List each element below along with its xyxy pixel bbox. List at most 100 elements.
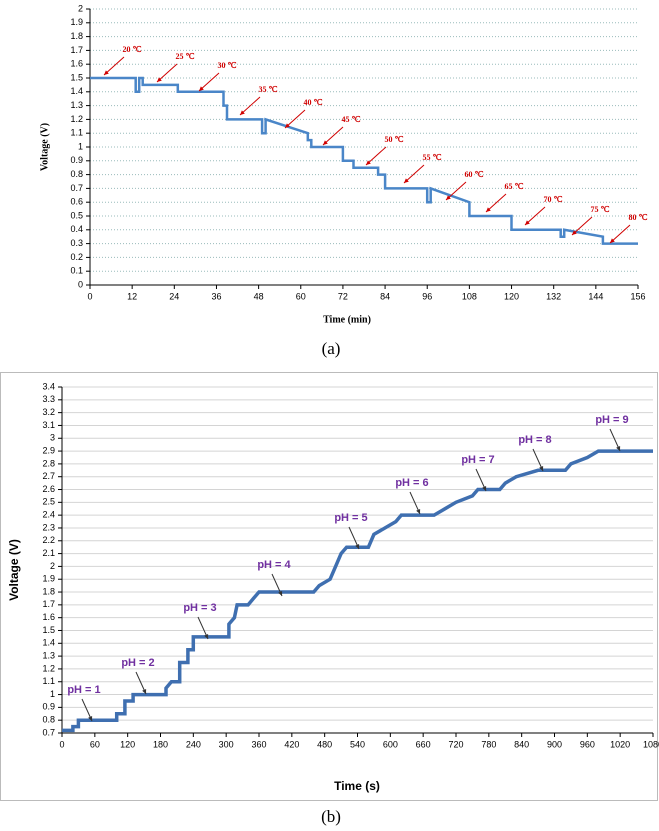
y-tick-label: 1.6 xyxy=(70,59,83,69)
y-tick-label: 2.9 xyxy=(42,445,55,455)
caption: (a) xyxy=(322,339,341,358)
x-tick-label: 72 xyxy=(338,291,348,301)
arrow-head xyxy=(416,509,421,514)
y-tick-label: 3.4 xyxy=(42,381,55,391)
y-tick-label: 2.2 xyxy=(42,535,55,545)
x-axis-label: Time (s) xyxy=(334,779,380,793)
annotation: 30 ℃ xyxy=(218,61,237,70)
y-tick-label: 2 xyxy=(78,3,83,13)
x-tick-label: 132 xyxy=(546,291,561,301)
y-tick-label: 2.8 xyxy=(42,458,55,468)
x-tick-label: 0 xyxy=(87,291,92,301)
arrow-head xyxy=(199,86,204,91)
x-tick-label: 420 xyxy=(284,739,299,749)
annotation: pH = 4 xyxy=(257,559,291,571)
y-tick-label: 1.7 xyxy=(70,45,83,55)
caption: (b) xyxy=(321,807,341,826)
x-tick-label: 24 xyxy=(169,291,179,301)
arrow-head xyxy=(104,70,109,75)
arrow-head xyxy=(446,195,451,200)
y-tick-label: 1.3 xyxy=(70,100,83,110)
annotation: 25 ℃ xyxy=(176,52,195,61)
chart-frame xyxy=(0,372,658,801)
arrow-head xyxy=(366,160,371,165)
x-tick-label: 240 xyxy=(186,739,201,749)
annotation: 50 ℃ xyxy=(385,135,404,144)
arrow-head xyxy=(616,446,621,451)
y-tick-label: 0.4 xyxy=(70,224,83,234)
y-tick-label: 1.5 xyxy=(70,72,83,82)
arrow-head xyxy=(323,140,328,145)
y-tick-label: 0.9 xyxy=(42,702,55,712)
y-tick-label: 1.3 xyxy=(42,650,55,660)
annotation: 75 ℃ xyxy=(591,205,610,214)
arrow-head xyxy=(355,544,360,549)
annotation: pH = 6 xyxy=(395,477,428,489)
x-tick-label: 180 xyxy=(153,739,168,749)
y-tick-label: 1.6 xyxy=(42,612,55,622)
y-tick-label: 0.9 xyxy=(70,155,83,165)
annotation: 65 ℃ xyxy=(505,182,524,191)
arrow-head xyxy=(157,77,162,82)
arrow-head xyxy=(278,591,283,596)
x-tick-label: 60 xyxy=(90,739,100,749)
y-tick-label: 1.9 xyxy=(42,574,55,584)
y-tick-label: 2.4 xyxy=(42,510,55,520)
x-tick-label: 48 xyxy=(254,291,264,301)
x-axis-label: Time (min) xyxy=(323,314,371,325)
y-tick-label: 0.5 xyxy=(70,210,83,220)
annotation: pH = 5 xyxy=(334,512,367,524)
annotation: 55 ℃ xyxy=(423,153,442,162)
y-tick-label: 2.6 xyxy=(42,484,55,494)
y-axis-label: Voltage (V) xyxy=(7,539,21,601)
y-tick-label: 1.1 xyxy=(42,676,55,686)
y-tick-label: 1.2 xyxy=(42,663,55,673)
annotation: pH = 3 xyxy=(183,602,216,614)
annotation: 40 ℃ xyxy=(304,98,323,107)
y-tick-label: 0.8 xyxy=(42,715,55,725)
y-tick-label: 2.1 xyxy=(42,548,55,558)
x-tick-label: 96 xyxy=(422,291,432,301)
x-tick-label: 780 xyxy=(481,739,496,749)
data-line xyxy=(90,76,638,245)
y-tick-label: 1.2 xyxy=(70,114,83,124)
annotation: 80 ℃ xyxy=(629,213,648,222)
arrow-head xyxy=(88,716,93,721)
y-tick-label: 1.1 xyxy=(70,128,83,138)
arrow-head xyxy=(525,220,530,225)
x-tick-label: 144 xyxy=(588,291,603,301)
y-tick-label: 3 xyxy=(50,433,55,443)
arrow-head xyxy=(610,238,615,243)
data-line xyxy=(62,449,653,733)
x-tick-label: 960 xyxy=(580,739,595,749)
x-tick-label: 600 xyxy=(383,739,398,749)
y-tick-label: 0.8 xyxy=(70,169,83,179)
y-tick-label: 0.7 xyxy=(70,183,83,193)
x-tick-label: 300 xyxy=(219,739,234,749)
arrow-head xyxy=(486,207,491,212)
annotation: pH = 2 xyxy=(121,657,154,669)
x-tick-label: 60 xyxy=(296,291,306,301)
x-tick-label: 120 xyxy=(120,739,135,749)
y-tick-label: 2.7 xyxy=(42,471,55,481)
annotation: 20 ℃ xyxy=(123,45,142,54)
y-tick-label: 1.9 xyxy=(70,17,83,27)
arrow-head xyxy=(240,110,245,115)
y-tick-label: 2.3 xyxy=(42,522,55,532)
x-tick-label: 660 xyxy=(416,739,431,749)
annotation: pH = 8 xyxy=(518,434,551,446)
x-tick-label: 480 xyxy=(317,739,332,749)
x-tick-label: 840 xyxy=(514,739,529,749)
x-tick-label: 360 xyxy=(251,739,266,749)
y-tick-label: 1.5 xyxy=(42,625,55,635)
x-tick-label: 1020 xyxy=(610,739,630,749)
y-tick-label: 0.3 xyxy=(70,238,83,248)
annotation: 60 ℃ xyxy=(465,170,484,179)
x-tick-label: 540 xyxy=(350,739,365,749)
arrow-head xyxy=(142,689,147,694)
arrow-head xyxy=(404,178,409,183)
x-tick-label: 0 xyxy=(59,739,64,749)
x-tick-label: 720 xyxy=(448,739,463,749)
y-tick-label: 2.5 xyxy=(42,497,55,507)
